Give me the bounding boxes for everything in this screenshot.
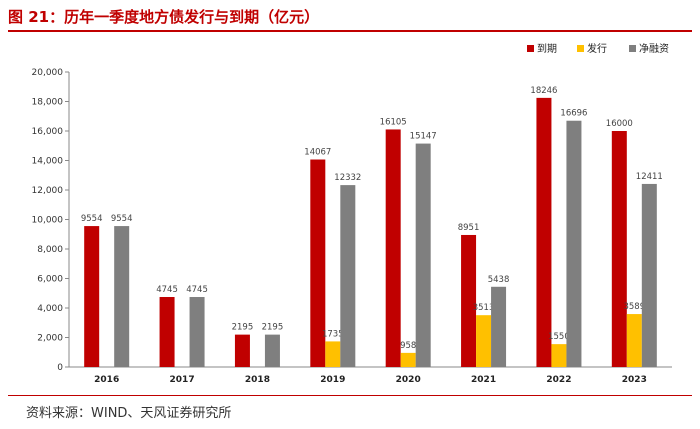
x-tick-label: 2023 [622,375,647,385]
bar-2022-到期 [536,97,552,368]
bar-2018-到期 [234,334,250,367]
bar-2020-到期 [385,129,401,367]
bar-2023-净融资 [641,183,657,367]
data-label-2022-净融资: 16696 [560,109,587,119]
y-tick-label: 12,000 [32,186,64,196]
x-tick-label: 2018 [245,375,270,385]
bar-2020-发行 [400,352,416,367]
data-label-2023-净融资: 12411 [636,172,663,182]
data-label-2020-到期: 16105 [380,117,407,127]
y-tick-label: 14,000 [32,157,64,167]
bar-2023-发行 [626,314,642,367]
bar-2019-发行 [325,341,341,367]
data-label-2021-净融资: 5438 [488,275,510,285]
bar-2020-净融资 [415,143,431,367]
bar-2022-发行 [551,344,567,367]
bar-2016-到期 [84,226,100,367]
data-label-2016-净融资: 9554 [111,214,133,224]
data-label-2016-到期: 9554 [81,214,103,224]
y-tick-label: 2,000 [37,334,63,344]
y-tick-label: 20,000 [32,68,64,78]
data-label-2017-到期: 4745 [156,285,178,295]
y-tick-label: 0 [57,363,63,373]
data-label-2019-到期: 14067 [304,148,331,158]
data-label-2023-到期: 16000 [606,119,633,129]
bar-2021-发行 [476,315,492,367]
legend-label-到期: 到期 [537,43,557,55]
bar-2021-到期 [461,234,477,367]
legend-swatch-到期 [527,45,534,52]
y-tick-label: 18,000 [32,98,64,108]
x-tick-label: 2022 [546,375,571,385]
data-label-2019-净融资: 12332 [334,173,361,183]
bar-2016-净融资 [114,226,130,367]
data-label-2020-净融资: 15147 [410,132,437,142]
y-tick-label: 8,000 [37,245,63,255]
x-tick-label: 2019 [320,375,345,385]
bar-2019-到期 [310,159,326,367]
bar-2023-到期 [611,131,627,367]
figure-title: 图 21：历年一季度地方债发行与到期（亿元） [8,8,320,26]
legend-swatch-净融资 [629,45,636,52]
bar-2022-净融资 [566,120,582,367]
y-tick-label: 16,000 [32,127,64,137]
bar-2017-净融资 [189,297,205,367]
bar-2018-净融资 [264,334,280,367]
data-label-2022-发行: 1550 [548,332,570,342]
data-label-2023-发行: 3589 [623,302,645,312]
y-tick-label: 6,000 [37,275,63,285]
x-tick-label: 2016 [94,375,119,385]
data-label-2018-到期: 2195 [232,323,254,333]
title-rule [8,30,692,32]
data-label-2020-发行: 958 [400,341,416,351]
footer-rule [8,395,692,396]
legend-label-净融资: 净融资 [639,42,669,55]
y-tick-label: 10,000 [32,216,64,226]
data-label-2019-发行: 1735 [322,329,344,339]
legend-label-发行: 发行 [587,42,607,55]
data-label-2017-净融资: 4745 [186,285,208,295]
legend-swatch-发行 [577,45,584,52]
data-label-2018-净融资: 2195 [262,323,284,333]
x-tick-label: 2017 [170,375,195,385]
bar-2017-到期 [159,297,175,367]
y-tick-label: 4,000 [37,304,63,314]
data-label-2021-到期: 8951 [458,223,480,233]
data-label-2021-发行: 3513 [473,303,495,313]
bar-2021-净融资 [491,286,507,367]
source-note: 资料来源：WIND、天风证券研究所 [26,406,232,421]
bar-2019-净融资 [340,185,356,367]
x-tick-label: 2020 [396,375,421,385]
x-tick-label: 2021 [471,375,496,385]
data-label-2022-到期: 18246 [530,86,557,96]
